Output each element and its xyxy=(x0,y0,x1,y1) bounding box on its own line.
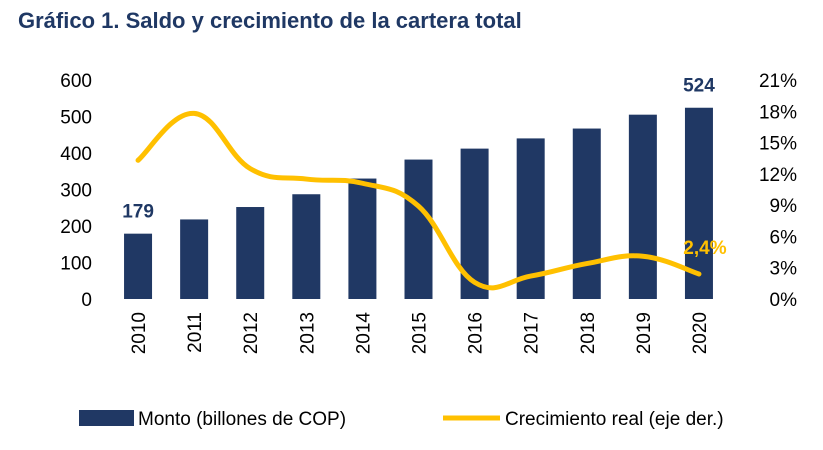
bar-2015 xyxy=(404,159,433,299)
right-tick-label: 21% xyxy=(759,71,797,92)
left-tick-label: 0 xyxy=(81,290,92,311)
x-tick-label: 2020 xyxy=(690,312,711,354)
bar-2011 xyxy=(180,219,209,299)
left-tick-label: 200 xyxy=(60,217,92,238)
bar-2010 xyxy=(124,233,153,299)
bar-2014 xyxy=(348,178,377,299)
x-tick-label: 2019 xyxy=(634,312,655,354)
legend-line-label: Crecimiento real (eje der.) xyxy=(505,409,724,430)
bar-2013 xyxy=(292,194,321,299)
x-tick-label: 2016 xyxy=(466,312,487,354)
x-tick-label: 2010 xyxy=(129,312,150,354)
left-tick-label: 100 xyxy=(60,254,92,275)
bar-2012 xyxy=(236,207,265,299)
right-tick-label: 6% xyxy=(770,227,798,248)
data-label: 524 xyxy=(683,76,715,97)
right-tick-label: 15% xyxy=(759,134,797,155)
data-label: 179 xyxy=(122,202,154,223)
x-tick-label: 2018 xyxy=(578,312,599,354)
x-tick-label: 2011 xyxy=(185,312,206,353)
right-axis-ticks: 0% 3% 6% 9% 12% 15% 18% 21% xyxy=(759,71,797,311)
x-tick-label: 2012 xyxy=(241,312,262,354)
left-axis-ticks: 0 100 200 300 400 500 600 xyxy=(60,71,92,311)
x-axis-ticks: 2010 2011 2012 2013 2014 2015 2016 2017 2018 2019… xyxy=(129,312,711,355)
x-tick-label: 2014 xyxy=(353,312,374,355)
bar-2020 xyxy=(684,107,713,300)
bar-series xyxy=(124,107,713,300)
x-tick-label: 2013 xyxy=(297,312,318,354)
left-tick-label: 400 xyxy=(60,144,92,165)
left-tick-label: 600 xyxy=(60,71,92,92)
data-label: 2,4% xyxy=(683,238,726,259)
left-tick-label: 300 xyxy=(60,181,92,202)
bar-2019 xyxy=(628,114,657,299)
legend-bar-label: Monto (billones de COP) xyxy=(138,409,346,430)
bar-2018 xyxy=(572,128,601,299)
chart-title: Gráfico 1. Saldo y crecimiento de la car… xyxy=(18,8,522,33)
legend-bar-swatch xyxy=(79,410,134,426)
left-tick-label: 500 xyxy=(60,108,92,129)
right-tick-label: 12% xyxy=(759,165,797,186)
right-tick-label: 0% xyxy=(770,290,798,311)
x-tick-label: 2015 xyxy=(410,312,431,354)
legend: Monto (billones de COP) Crecimiento real … xyxy=(79,409,724,430)
right-tick-label: 3% xyxy=(770,259,798,280)
x-tick-label: 2017 xyxy=(522,312,543,354)
line-series xyxy=(135,110,702,291)
right-tick-label: 18% xyxy=(759,102,797,123)
data-labels: 179 524 2,4% xyxy=(122,76,727,259)
growth-line xyxy=(135,110,702,291)
right-tick-label: 9% xyxy=(770,196,798,217)
